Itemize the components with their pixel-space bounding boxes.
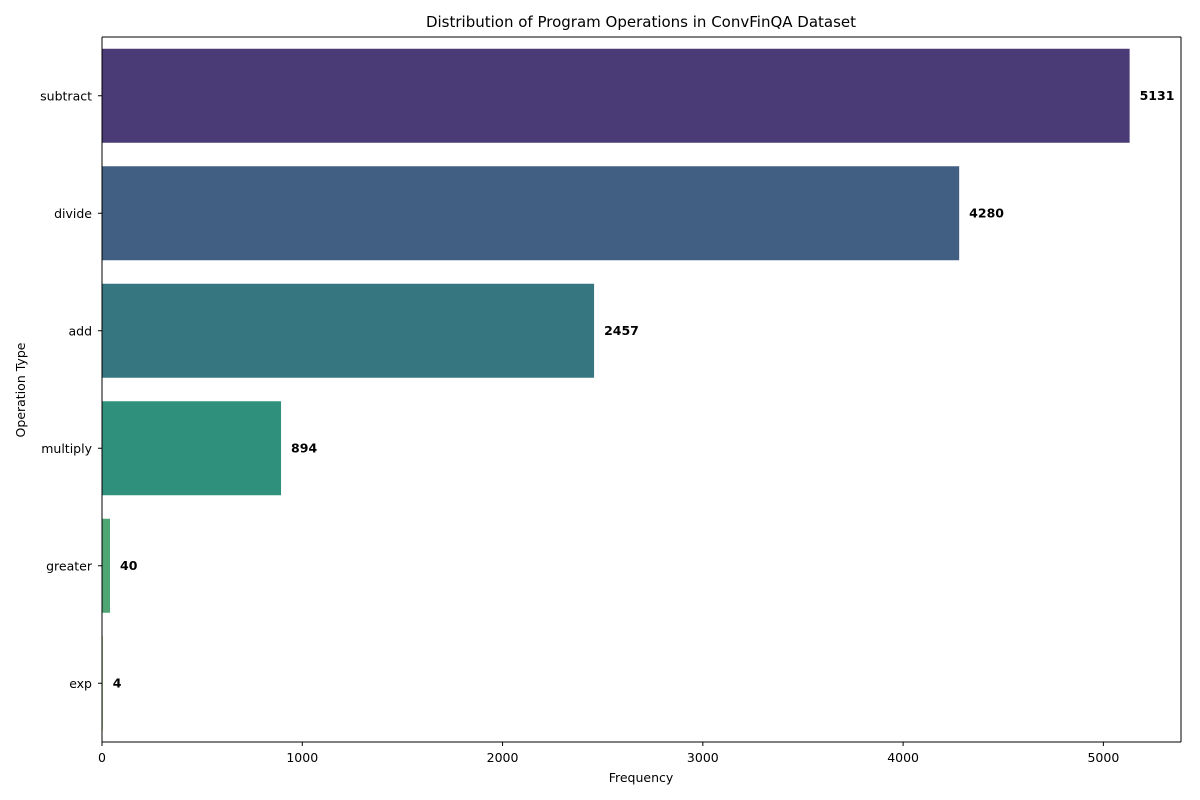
axes-layer: [101, 36, 1182, 743]
x-tick-label-3000: 3000: [687, 750, 719, 765]
data-labels-layer: 5131 4280 2457 894 40 4: [113, 88, 1175, 691]
y-ticks-layer: subtract divide add multiply greater exp: [40, 88, 102, 691]
x-tick-label-4000: 4000: [887, 750, 919, 765]
data-label-exp: 4: [113, 675, 122, 690]
y-tick-label-divide: divide: [54, 206, 92, 221]
y-tick-label-exp: exp: [69, 676, 92, 691]
x-tick-label-0: 0: [98, 750, 106, 765]
data-label-add: 2457: [604, 323, 639, 338]
x-tick-label-2000: 2000: [487, 750, 519, 765]
chart-title: Distribution of Program Operations in Co…: [426, 13, 856, 31]
y-tick-label-subtract: subtract: [40, 88, 92, 103]
y-tick-label-multiply: multiply: [41, 441, 92, 456]
y-tick-label-greater: greater: [46, 558, 93, 573]
bar-subtract: [102, 48, 1130, 143]
data-label-divide: 4280: [969, 205, 1004, 220]
data-label-greater: 40: [120, 558, 138, 573]
bars-layer: [102, 48, 1130, 731]
bar-multiply: [102, 401, 282, 496]
x-ticks-layer: 0 1000 2000 3000 4000 5000: [98, 742, 1119, 765]
x-axis-label: Frequency: [609, 770, 674, 785]
x-tick-label-1000: 1000: [286, 750, 318, 765]
data-label-subtract: 5131: [1140, 88, 1175, 103]
y-axis-label: Operation Type: [13, 342, 28, 437]
data-label-multiply: 894: [291, 440, 317, 455]
bar-divide: [102, 166, 960, 261]
y-tick-label-add: add: [68, 323, 92, 338]
x-tick-label-5000: 5000: [1087, 750, 1119, 765]
bar-add: [102, 283, 595, 378]
bar-greater: [102, 518, 111, 613]
